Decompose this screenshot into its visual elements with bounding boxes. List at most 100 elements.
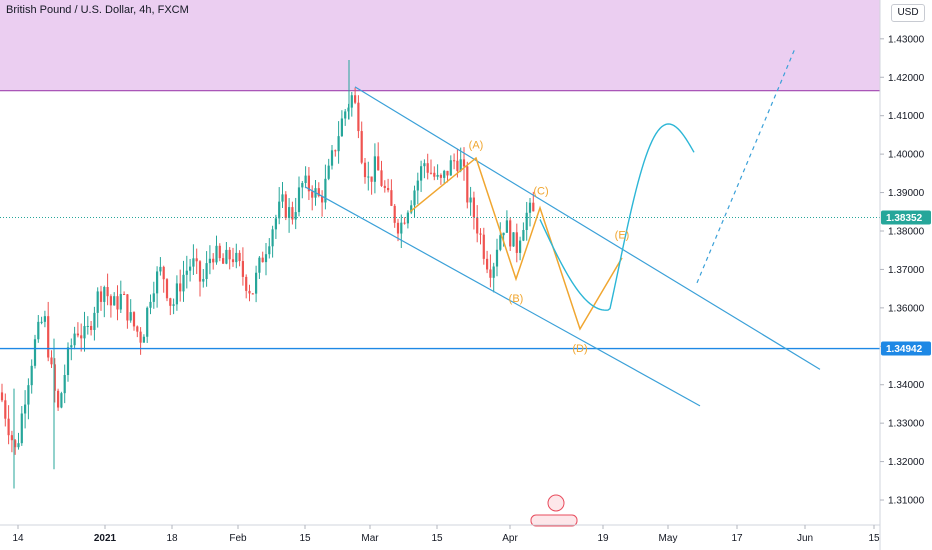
- candle-body: [495, 249, 499, 267]
- candle-body: [14, 440, 17, 448]
- candle-body: [215, 245, 218, 263]
- current-price-badge: [881, 210, 931, 225]
- candle-body: [291, 207, 294, 220]
- candle-body: [7, 418, 10, 436]
- candle-body: [80, 335, 83, 339]
- candle-body: [43, 316, 46, 322]
- candle-body: [489, 269, 492, 278]
- candle-body: [462, 159, 466, 167]
- candle-body: [416, 180, 419, 191]
- candle-body: [334, 150, 337, 152]
- flag-event-icon: [547, 494, 565, 512]
- candle-body: [146, 307, 149, 337]
- candle-body: [47, 316, 50, 358]
- candle-body: [512, 232, 515, 247]
- candle-body: [255, 272, 258, 294]
- candle-body: [396, 222, 400, 234]
- candle-body: [476, 217, 479, 234]
- candle-body: [70, 345, 73, 348]
- candle-body: [357, 102, 360, 132]
- economic-events-icon: [530, 514, 578, 527]
- y-tick-label: 1.38000: [888, 226, 925, 237]
- y-tick-label: 1.40000: [888, 150, 925, 161]
- y-tick-label: 1.32000: [888, 457, 925, 468]
- candle-body: [109, 296, 112, 306]
- candle-body: [433, 172, 436, 177]
- candle-body: [245, 276, 248, 291]
- candle-body: [393, 205, 396, 223]
- candle-body: [96, 291, 99, 313]
- candle-body: [189, 266, 192, 271]
- candle-body: [162, 266, 165, 280]
- candle-body: [76, 333, 79, 336]
- drawings-layer: (A) (B) (C) (D) (E): [0, 48, 880, 527]
- candle-body: [40, 321, 43, 323]
- candle-body: [449, 160, 452, 176]
- candle-body: [99, 291, 103, 302]
- candle-body: [113, 296, 116, 306]
- candle-body: [469, 197, 472, 203]
- candle-body: [185, 270, 188, 275]
- resistance-zone-layer: [0, 0, 880, 92]
- candle-body: [241, 261, 244, 277]
- candle-body: [156, 271, 159, 294]
- candle-body: [499, 235, 502, 250]
- y-tick-label: 1.42000: [888, 73, 925, 84]
- candle-body: [152, 293, 155, 302]
- candle-body: [205, 263, 208, 280]
- x-tick-label: 17: [731, 533, 743, 544]
- candle-body: [519, 240, 522, 253]
- candle-body: [456, 160, 459, 171]
- projection-curve: [539, 123, 695, 311]
- wave-label: (B): [509, 293, 524, 305]
- candle-body: [208, 258, 211, 264]
- candle-body: [281, 194, 284, 202]
- wave-path: [409, 156, 623, 331]
- candle-body: [337, 136, 340, 152]
- candle-body: [165, 279, 169, 299]
- candle-body: [373, 156, 376, 182]
- candle-body: [274, 218, 277, 230]
- candle-body: [327, 165, 330, 179]
- candle-body: [446, 170, 449, 176]
- candle-body: [103, 287, 106, 302]
- candle-body: [400, 222, 403, 234]
- candle-body: [443, 170, 446, 178]
- candle-body: [505, 220, 508, 233]
- channel-lower-line: [304, 186, 701, 407]
- currency-button[interactable]: USD: [891, 4, 925, 22]
- candle-body: [228, 249, 231, 260]
- candle-body: [330, 150, 334, 166]
- y-tick-label: 1.37000: [888, 265, 925, 276]
- candle-body: [123, 294, 126, 296]
- candle-body: [354, 95, 357, 103]
- candle-body: [436, 174, 439, 177]
- y-tick-label: 1.39000: [888, 188, 925, 199]
- candle-body: [288, 207, 291, 219]
- candle-body: [509, 220, 512, 247]
- candle-body: [410, 205, 413, 213]
- candle-body: [420, 166, 423, 181]
- candle-body: [86, 325, 89, 327]
- x-tick-label: 18: [166, 533, 178, 544]
- candle-body: [63, 375, 66, 394]
- candle-body: [528, 202, 532, 213]
- candle-body: [301, 183, 304, 188]
- candles-layer: [0, 59, 535, 489]
- resistance-zone: [0, 0, 880, 91]
- candle-body: [307, 175, 310, 192]
- candle-body: [198, 261, 202, 282]
- candle-body: [492, 266, 495, 278]
- channel-upper-line: [354, 86, 821, 370]
- x-tick-label: Jun: [797, 533, 813, 544]
- candle-body: [251, 293, 254, 295]
- candle-body: [515, 232, 518, 253]
- candle-body: [380, 170, 383, 186]
- candle-body: [37, 321, 40, 340]
- candle-body: [90, 325, 93, 330]
- candle-body: [24, 404, 27, 414]
- candle-body: [294, 212, 297, 220]
- candle-body: [426, 163, 429, 173]
